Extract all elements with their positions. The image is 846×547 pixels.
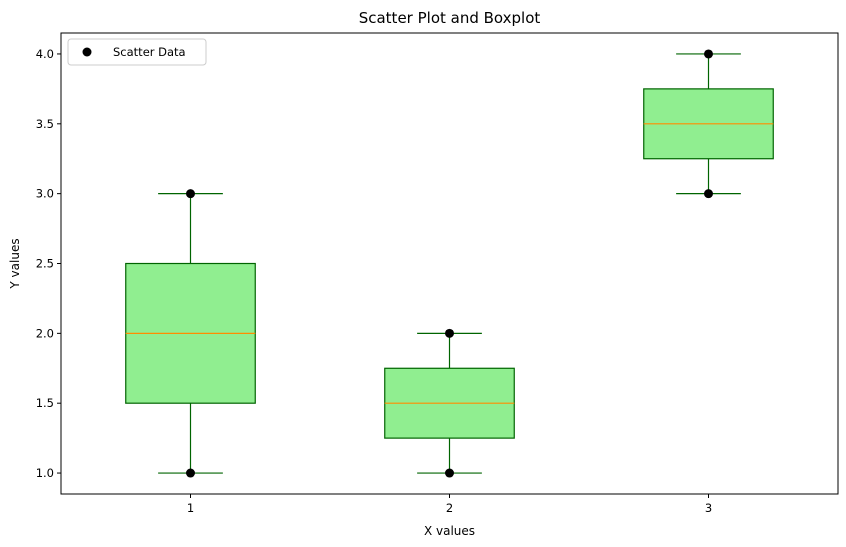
x-tick-label: 1	[187, 501, 194, 515]
scatter-point	[445, 468, 454, 478]
scatter-series	[186, 49, 713, 478]
scatter-point	[186, 468, 195, 478]
axis-ticks: 1 2 3 1.0 1.5 2.0 2.5 3.0 3.5 4.0	[36, 47, 712, 515]
y-tick-label: 3.0	[36, 187, 54, 201]
x-axis-label: X values	[424, 524, 475, 538]
y-tick-label: 4.0	[36, 47, 54, 61]
legend-marker	[82, 47, 92, 57]
scatter-point	[445, 328, 454, 338]
chart-title: Scatter Plot and Boxplot	[359, 9, 541, 27]
box-1	[125, 193, 256, 474]
y-axis-label: Y values	[8, 238, 22, 289]
box-3	[643, 53, 774, 195]
y-tick-label: 2.5	[36, 257, 54, 271]
y-tick-label: 2.0	[36, 326, 54, 340]
y-tick-label: 1.5	[36, 396, 54, 410]
plot-area	[125, 49, 774, 478]
scatter-point	[704, 189, 713, 199]
scatter-point	[186, 189, 195, 199]
x-tick-label: 3	[705, 501, 712, 515]
legend-label: Scatter Data	[113, 45, 186, 59]
legend-box	[67, 38, 207, 66]
y-tick-label: 1.0	[36, 466, 54, 480]
box-2	[384, 332, 515, 474]
scatter-point	[704, 49, 713, 59]
legend: Scatter Data	[67, 38, 207, 66]
x-tick-label: 2	[446, 501, 453, 515]
y-tick-label: 3.5	[36, 117, 54, 131]
